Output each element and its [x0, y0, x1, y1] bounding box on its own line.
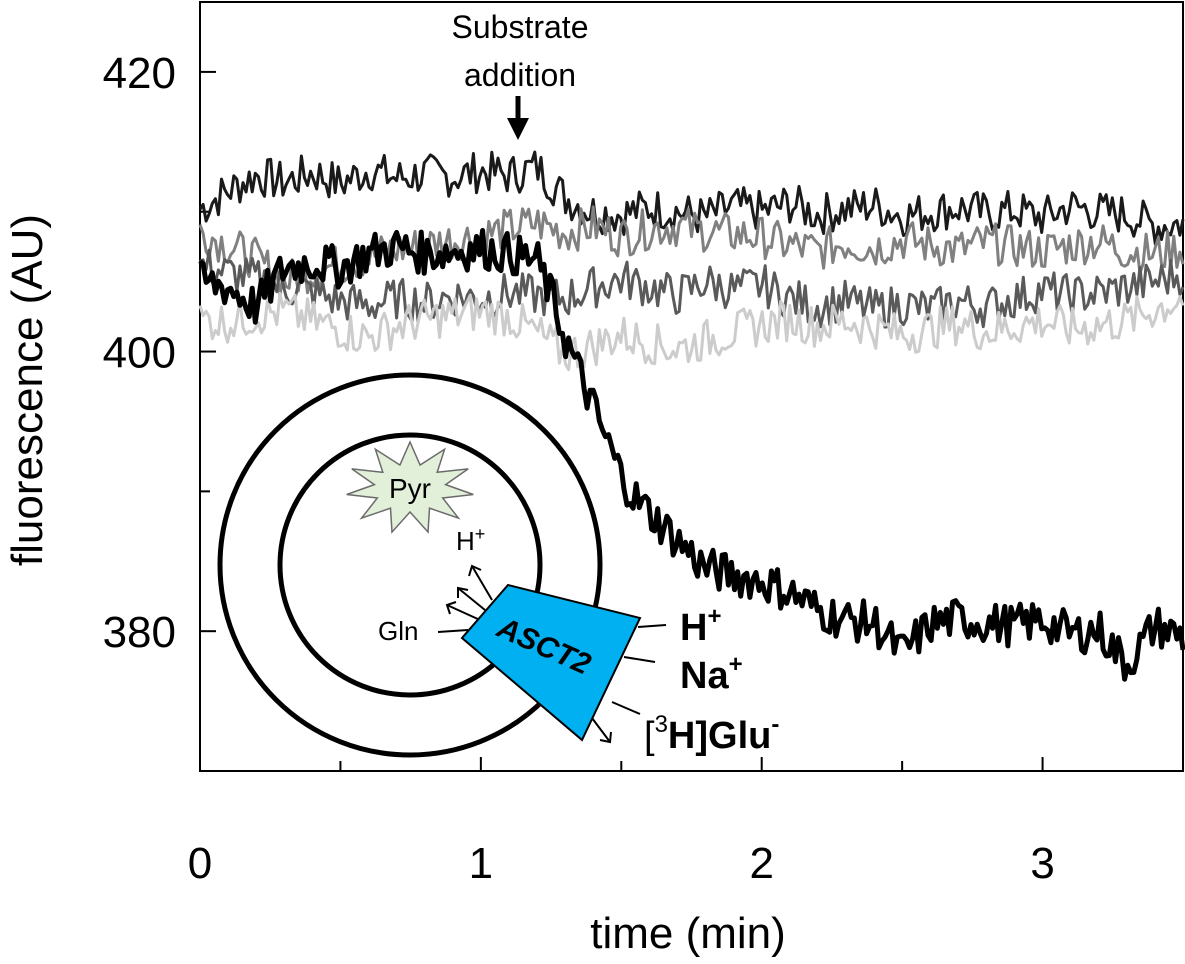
inner-proton-text: H [456, 526, 475, 556]
x-axis: 0 1 2 3 [188, 757, 1055, 888]
ext-glu-line [611, 701, 641, 715]
glu-main: H]Glu [668, 715, 771, 757]
ext-proton-label: H+ [680, 603, 721, 649]
x-tick-label: 1 [469, 839, 493, 888]
ext-sodium-text: Na [680, 655, 729, 697]
gln-line [437, 629, 469, 633]
y-tick-label: 380 [103, 608, 176, 657]
y-axis: 420 400 380 [103, 49, 216, 657]
proteoliposome-inset: Pyr H+ Gln ASCT2 H+ [217, 372, 779, 758]
series-line-3 [199, 248, 1185, 329]
glu-charge: - [771, 711, 779, 738]
x-tick-label: 3 [1030, 839, 1054, 888]
ext-sodium-line [623, 656, 656, 663]
glu-bracket: [ [644, 715, 655, 757]
glu-arrow [591, 717, 612, 744]
ext-proton-line [637, 624, 667, 628]
substrate-addition-annotation: Substrate addition [452, 9, 589, 140]
ext-sodium-sup: + [729, 651, 743, 678]
y-axis-title: fluorescence (AU) [3, 214, 52, 566]
pyr-label: Pyr [389, 473, 431, 504]
pyr-star-icon [346, 440, 474, 534]
series-line-4 [198, 291, 1185, 372]
glutamate-label: [3H]Glu- [644, 711, 779, 757]
pyr-star: Pyr [346, 440, 474, 534]
glu-isotope: 3 [655, 711, 668, 738]
plot-frame [199, 1, 1184, 772]
asct2-transporter [460, 583, 642, 742]
x-axis-title: time (min) [590, 909, 786, 958]
y-tick-label: 420 [103, 49, 176, 98]
arrow-down-icon [507, 118, 529, 140]
series-layer [198, 150, 1185, 682]
series-line-5 [198, 228, 1185, 682]
y-tick-label: 400 [103, 329, 176, 378]
efflux-arrows [445, 564, 493, 621]
inner-proton-sup: + [475, 524, 486, 544]
series-line-1 [198, 150, 1185, 246]
annotation-line1: Substrate [452, 9, 589, 45]
ext-proton-text: H [680, 607, 707, 649]
inner-proton-label: H+ [456, 524, 485, 556]
ext-proton-sup: + [707, 603, 721, 630]
x-tick-label: 0 [188, 839, 212, 888]
ext-sodium-label: Na+ [680, 651, 743, 697]
annotation-line2: addition [464, 57, 576, 93]
gln-label: Gln [378, 616, 418, 646]
x-tick-label: 2 [749, 839, 773, 888]
